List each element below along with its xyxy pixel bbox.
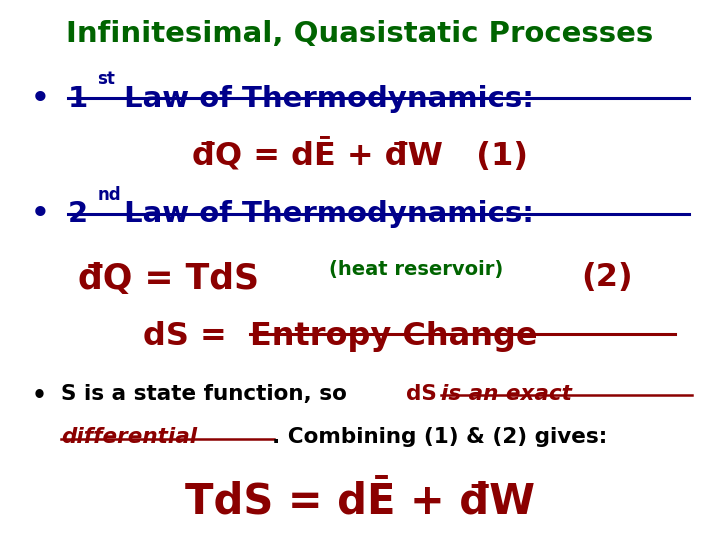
Text: dS =: dS = bbox=[143, 321, 238, 352]
Text: . Combining (1) & (2) gives:: . Combining (1) & (2) gives: bbox=[272, 427, 607, 448]
Text: is an exact: is an exact bbox=[441, 384, 572, 404]
Text: Law of Thermodynamics:: Law of Thermodynamics: bbox=[114, 200, 534, 228]
Text: dS: dS bbox=[406, 384, 437, 404]
Text: đQ = TdS: đQ = TdS bbox=[78, 262, 259, 296]
Text: (heat reservoir): (heat reservoir) bbox=[329, 260, 503, 279]
Text: nd: nd bbox=[97, 186, 121, 204]
Text: đQ = dĒ + đW   (1): đQ = dĒ + đW (1) bbox=[192, 138, 528, 172]
Text: 2: 2 bbox=[68, 200, 88, 228]
Text: 1: 1 bbox=[68, 85, 88, 113]
Text: st: st bbox=[97, 70, 115, 88]
Text: (2): (2) bbox=[582, 262, 633, 293]
Text: TdS = dĒ + đW: TdS = dĒ + đW bbox=[185, 481, 535, 523]
Text: S is a state function, so: S is a state function, so bbox=[60, 384, 354, 404]
Text: Infinitesimal, Quasistatic Processes: Infinitesimal, Quasistatic Processes bbox=[66, 20, 654, 48]
Text: Law of Thermodynamics:: Law of Thermodynamics: bbox=[114, 85, 534, 113]
Text: •: • bbox=[31, 384, 46, 408]
Text: differential: differential bbox=[60, 427, 197, 448]
Text: Entropy Change: Entropy Change bbox=[250, 321, 537, 352]
Text: •: • bbox=[31, 85, 50, 113]
Text: •: • bbox=[31, 200, 50, 228]
